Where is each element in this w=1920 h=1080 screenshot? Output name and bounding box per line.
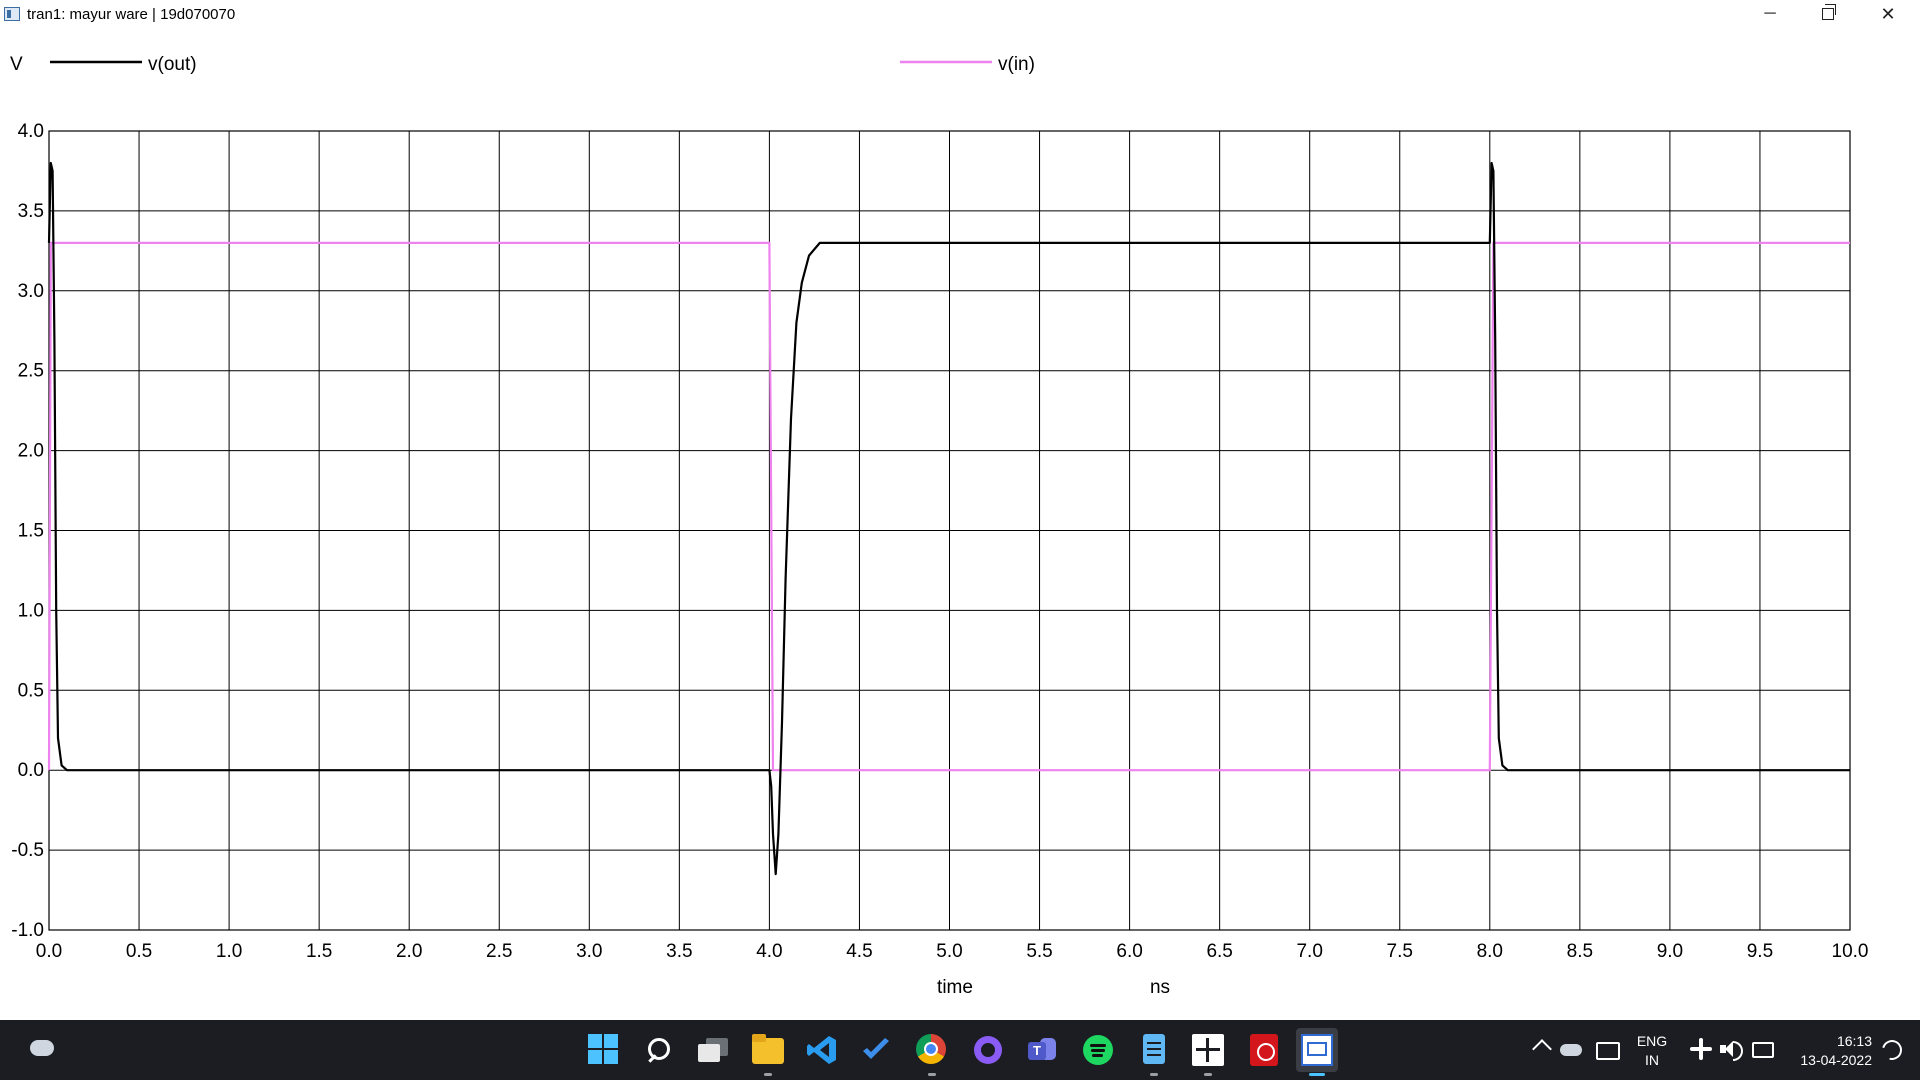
airplane-icon[interactable] [1690, 1038, 1712, 1060]
language-indicator[interactable]: ENG IN [1632, 1032, 1672, 1070]
x-tick-label: 2.0 [396, 941, 422, 962]
x-tick-label: 0.0 [36, 941, 62, 962]
region-code: IN [1645, 1052, 1659, 1068]
x-tick-label: 3.5 [666, 941, 692, 962]
y-tick-label: 1.0 [18, 600, 44, 621]
x-tick-label: 5.0 [936, 941, 962, 962]
x-tick-label: 9.0 [1657, 941, 1683, 962]
minimize-button[interactable]: ─ [1764, 5, 1776, 22]
plot-series [47, 161, 1850, 876]
y-tick-label: 3.0 [18, 281, 44, 302]
x-tick-label: 8.5 [1567, 941, 1593, 962]
close-button[interactable]: ✕ [1880, 4, 1896, 24]
chrome-running-indicator [928, 1073, 936, 1076]
windows-icon [588, 1034, 618, 1064]
x-axis-unit: ns [1150, 977, 1170, 998]
circuit-running-indicator [1204, 1073, 1212, 1076]
y-tick-label: -1.0 [11, 920, 44, 941]
window-title: tran1: mayur ware | 19d070070 [27, 6, 236, 23]
y-tick-label: -0.5 [11, 840, 44, 861]
search-icon[interactable] [644, 1036, 672, 1064]
volume-icon[interactable] [1720, 1038, 1743, 1061]
ngspice-icon[interactable] [1296, 1028, 1338, 1072]
task-view-icon[interactable] [698, 1038, 730, 1064]
series-line-vout [47, 161, 1850, 876]
circuit-icon[interactable] [1192, 1034, 1224, 1066]
pdf-icon[interactable] [1248, 1034, 1280, 1066]
clock-time: 16:13 [1836, 1033, 1872, 1049]
teams-icon[interactable]: T [1026, 1034, 1058, 1066]
x-tick-label: 9.5 [1747, 941, 1773, 962]
legend-label-vout: v(out) [148, 54, 197, 75]
x-tick-label: 7.5 [1387, 941, 1413, 962]
notification-icon[interactable] [1878, 1036, 1906, 1064]
app-icon [4, 7, 20, 21]
file-explorer-icon[interactable] [752, 1034, 784, 1066]
x-tick-label: 4.0 [756, 941, 782, 962]
start-button[interactable] [588, 1034, 620, 1066]
restore-icon [1822, 4, 1836, 20]
restore-button[interactable] [1799, 0, 1857, 30]
todo-icon[interactable] [860, 1034, 892, 1066]
taskbar: T ENG IN [0, 1020, 1920, 1080]
vscode-icon[interactable] [806, 1034, 838, 1066]
notepad-running-indicator [1150, 1073, 1158, 1076]
y-tick-label: 4.0 [18, 121, 44, 142]
y-tick-label: 1.5 [18, 521, 44, 542]
x-tick-label: 7.0 [1296, 941, 1322, 962]
x-tick-label: 1.5 [306, 941, 332, 962]
github-icon[interactable] [972, 1034, 1004, 1066]
onedrive-icon[interactable] [1560, 1044, 1582, 1056]
x-tick-label: 2.5 [486, 941, 512, 962]
x-axis-label: time [937, 977, 973, 998]
x-tick-label: 10.0 [1832, 941, 1869, 962]
explorer-running-indicator [764, 1073, 772, 1076]
x-tick-label: 6.5 [1206, 941, 1232, 962]
y-tick-label: 0.0 [18, 760, 44, 781]
y-tick-label: 0.5 [18, 680, 44, 701]
x-tick-label: 4.5 [846, 941, 872, 962]
y-tick-label: 3.5 [18, 201, 44, 222]
spotify-icon[interactable] [1082, 1034, 1114, 1066]
title-bar: tran1: mayur ware | 19d070070 ─ ✕ [0, 0, 1920, 30]
x-tick-label: 3.0 [576, 941, 602, 962]
chrome-icon[interactable] [916, 1034, 948, 1066]
tick-labels: 0.0 0.5 1.0 1.5 2.0 2.5 3.0 3.5 4.0 4.5 5.0 5.5 6.0 6… [11, 121, 1868, 962]
clock[interactable]: 16:13 13-04-2022 [1780, 1032, 1872, 1070]
x-tick-label: 8.0 [1477, 941, 1503, 962]
y-axis-unit: V [10, 54, 23, 75]
language-code: ENG [1636, 1033, 1668, 1049]
clock-date: 13-04-2022 [1800, 1052, 1872, 1068]
plot-grid [48, 130, 1851, 931]
x-tick-label: 5.5 [1026, 941, 1052, 962]
notepad-icon[interactable] [1138, 1034, 1170, 1066]
chevron-up-icon[interactable] [1532, 1039, 1552, 1059]
x-tick-label: 1.0 [216, 941, 242, 962]
keyboard-icon[interactable] [1596, 1042, 1620, 1060]
x-tick-label: 6.0 [1116, 941, 1142, 962]
battery-icon[interactable] [1752, 1042, 1774, 1058]
legend-label-vin: v(in) [998, 54, 1035, 75]
waveform-chart: V v(out) v(in) 0.0 0.5 1.0 1.5 2.0 2.5 3.0 3.5 4… [10, 54, 1868, 998]
weather-icon[interactable] [28, 1036, 56, 1058]
ngspice-active-indicator [1309, 1073, 1325, 1076]
x-tick-label: 0.5 [126, 941, 152, 962]
y-tick-label: 2.5 [18, 361, 44, 382]
y-tick-label: 2.0 [18, 441, 44, 462]
